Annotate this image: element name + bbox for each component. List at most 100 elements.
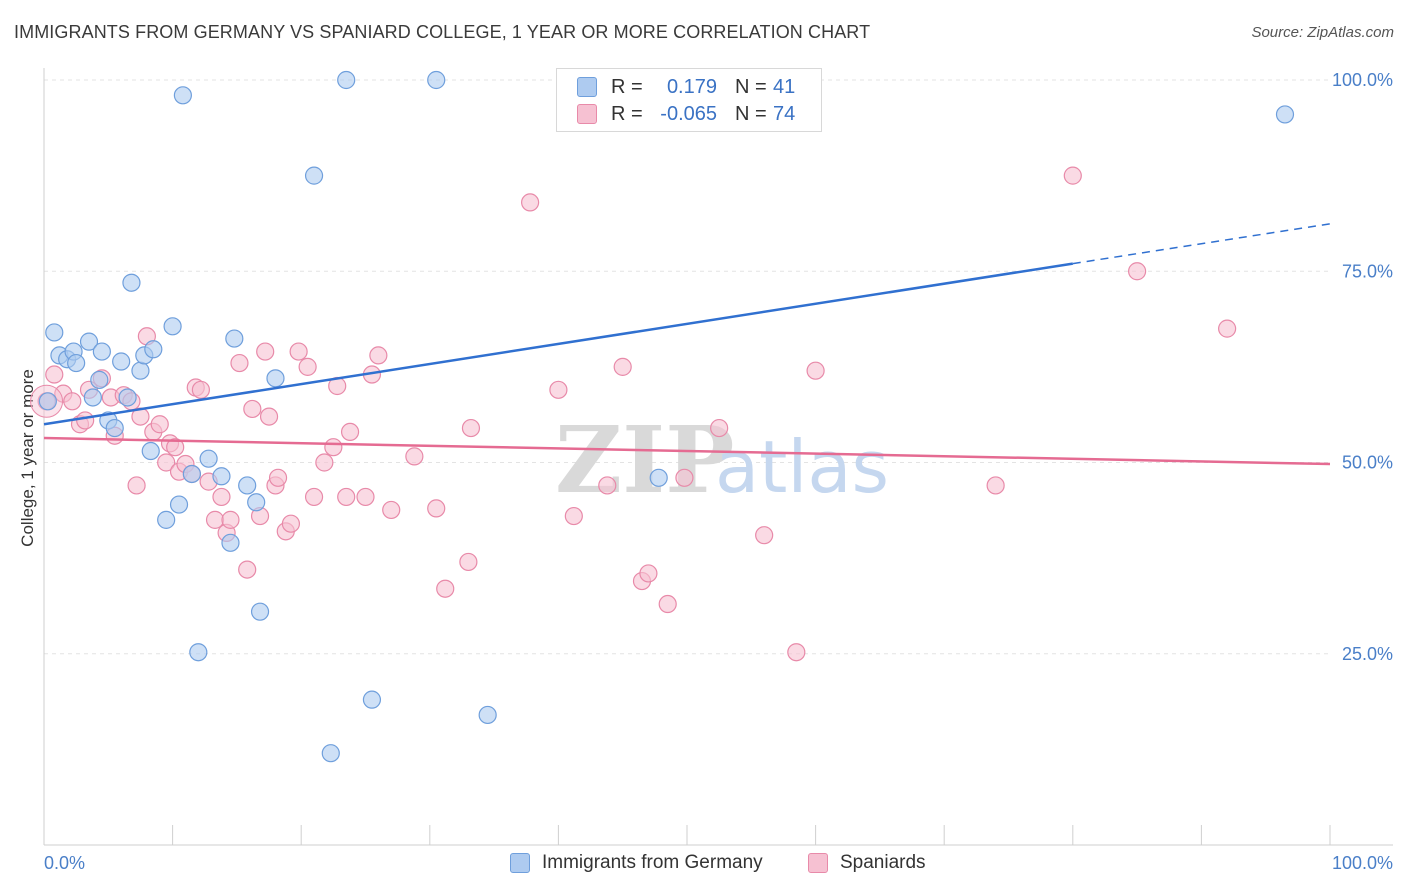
- legend-n-label: N =: [735, 102, 767, 125]
- y-tick-label: 25.0%: [1342, 644, 1393, 664]
- germany-point: [141, 441, 160, 461]
- germany-point: [221, 533, 240, 552]
- watermark-atlas: atlas: [715, 425, 889, 509]
- y-tick-labels: 25.0% 50.0% 75.0% 100.0%: [1332, 70, 1393, 664]
- spaniards-point: [166, 438, 185, 457]
- germany-point: [38, 392, 57, 411]
- y-tick-label: 50.0%: [1342, 453, 1393, 473]
- germany-point: [90, 370, 109, 389]
- spaniards-point: [1127, 262, 1147, 281]
- germany-point: [169, 495, 189, 514]
- spaniards-point: [259, 407, 279, 426]
- spaniards-point: [436, 579, 455, 598]
- spaniards-point: [806, 361, 825, 380]
- legend-swatch-blue: [510, 853, 530, 873]
- legend-item-germany[interactable]: Immigrants from Germany: [510, 852, 763, 874]
- spaniards-point: [755, 526, 774, 545]
- legend-swatch-blue: [577, 77, 597, 97]
- y-tick-label: 75.0%: [1342, 261, 1393, 281]
- spaniards-point: [986, 476, 1005, 495]
- spaniards-point: [787, 643, 806, 662]
- legend-n-value: 41: [773, 75, 796, 98]
- germany-points: [38, 70, 1295, 763]
- legend-row-spaniards: R = -0.065 N = 74: [577, 102, 795, 126]
- spaniards-point: [238, 560, 257, 579]
- germany-point: [173, 86, 192, 105]
- germany-point: [212, 467, 231, 486]
- spaniards-point: [230, 353, 249, 373]
- germany-point: [238, 476, 257, 495]
- correlation-legend: R = 0.179 N = 41 R = -0.065 N = 74: [556, 68, 822, 132]
- germany-point: [321, 744, 340, 763]
- axes: [43, 68, 1393, 846]
- germany-point: [131, 361, 150, 380]
- spaniards-point: [675, 468, 694, 487]
- germany-point: [225, 329, 244, 348]
- spaniards-point: [45, 365, 64, 384]
- spaniards-points: [30, 166, 1237, 662]
- germany-point: [122, 273, 141, 292]
- spaniards-point: [243, 399, 262, 419]
- spaniards-point: [150, 415, 169, 434]
- germany-point: [478, 705, 497, 725]
- spaniards-point: [191, 380, 210, 399]
- germany-point: [144, 340, 163, 359]
- spaniards-point: [639, 564, 658, 583]
- germany-point: [157, 510, 176, 529]
- germany-point: [362, 690, 382, 709]
- germany-point: [79, 332, 99, 351]
- spaniards-point: [337, 487, 356, 507]
- x-tick-min: 0.0%: [44, 853, 85, 873]
- germany-point: [199, 449, 218, 468]
- spaniards-point: [298, 357, 317, 376]
- germany-point: [92, 342, 111, 361]
- spaniards-point: [304, 487, 324, 507]
- germany-trend-line: [43, 262, 1073, 426]
- watermark: ZIP atlas: [555, 406, 889, 514]
- spaniards-point: [340, 422, 360, 441]
- spaniards-point: [427, 499, 446, 518]
- legend-spaniards-label: Spaniards: [840, 852, 926, 873]
- legend-r-value: 0.179: [666, 75, 717, 98]
- spaniards-point: [324, 438, 343, 457]
- source-credit: Source: ZipAtlas.com: [1251, 24, 1394, 41]
- spaniards-point: [356, 487, 375, 507]
- spaniards-point: [315, 453, 334, 472]
- germany-point: [163, 317, 182, 336]
- spaniards-point: [1063, 166, 1082, 185]
- spaniards-point: [1218, 319, 1237, 338]
- spaniards-point: [564, 506, 583, 526]
- legend-germany-label: Immigrants from Germany: [542, 852, 763, 873]
- spaniards-trend-line: [43, 436, 1331, 466]
- germany-point: [67, 353, 86, 373]
- x-tick-labels: 0.0% 100.0%: [44, 853, 1393, 873]
- y-tick-label: 100.0%: [1332, 70, 1393, 90]
- y-axis-label: College, 1 year or more: [18, 369, 37, 547]
- spaniards-point: [157, 453, 176, 472]
- spaniards-point: [405, 447, 424, 466]
- spaniards-point: [549, 380, 568, 399]
- spaniards-point: [256, 342, 275, 361]
- germany-point: [1275, 105, 1295, 124]
- spaniards-point: [459, 552, 478, 572]
- series-legend: Immigrants from Germany Spaniards: [0, 852, 1406, 878]
- chart-title: IMMIGRANTS FROM GERMANY VS SPANIARD COLL…: [14, 22, 871, 42]
- spaniards-point: [521, 193, 540, 212]
- spaniards-point: [598, 476, 617, 495]
- germany-point: [304, 166, 324, 185]
- spaniards-point: [461, 418, 481, 438]
- germany-point: [427, 70, 446, 90]
- watermark-zip: ZIP: [555, 406, 734, 514]
- germany-point: [45, 323, 64, 342]
- x-tick-max: 100.0%: [1332, 853, 1393, 873]
- spaniards-point: [268, 468, 288, 487]
- legend-item-spaniards[interactable]: Spaniards: [808, 852, 926, 874]
- germany-point: [182, 464, 201, 484]
- spaniards-point: [221, 510, 240, 529]
- germany-point: [189, 643, 208, 662]
- germany-point: [112, 352, 131, 371]
- legend-r-label: R =: [611, 75, 643, 98]
- germany-point: [83, 388, 102, 407]
- germany-point: [118, 388, 137, 407]
